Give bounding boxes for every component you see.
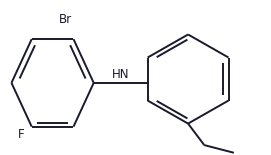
Text: Br: Br <box>59 13 72 26</box>
Text: HN: HN <box>112 68 130 81</box>
Text: F: F <box>18 128 24 141</box>
